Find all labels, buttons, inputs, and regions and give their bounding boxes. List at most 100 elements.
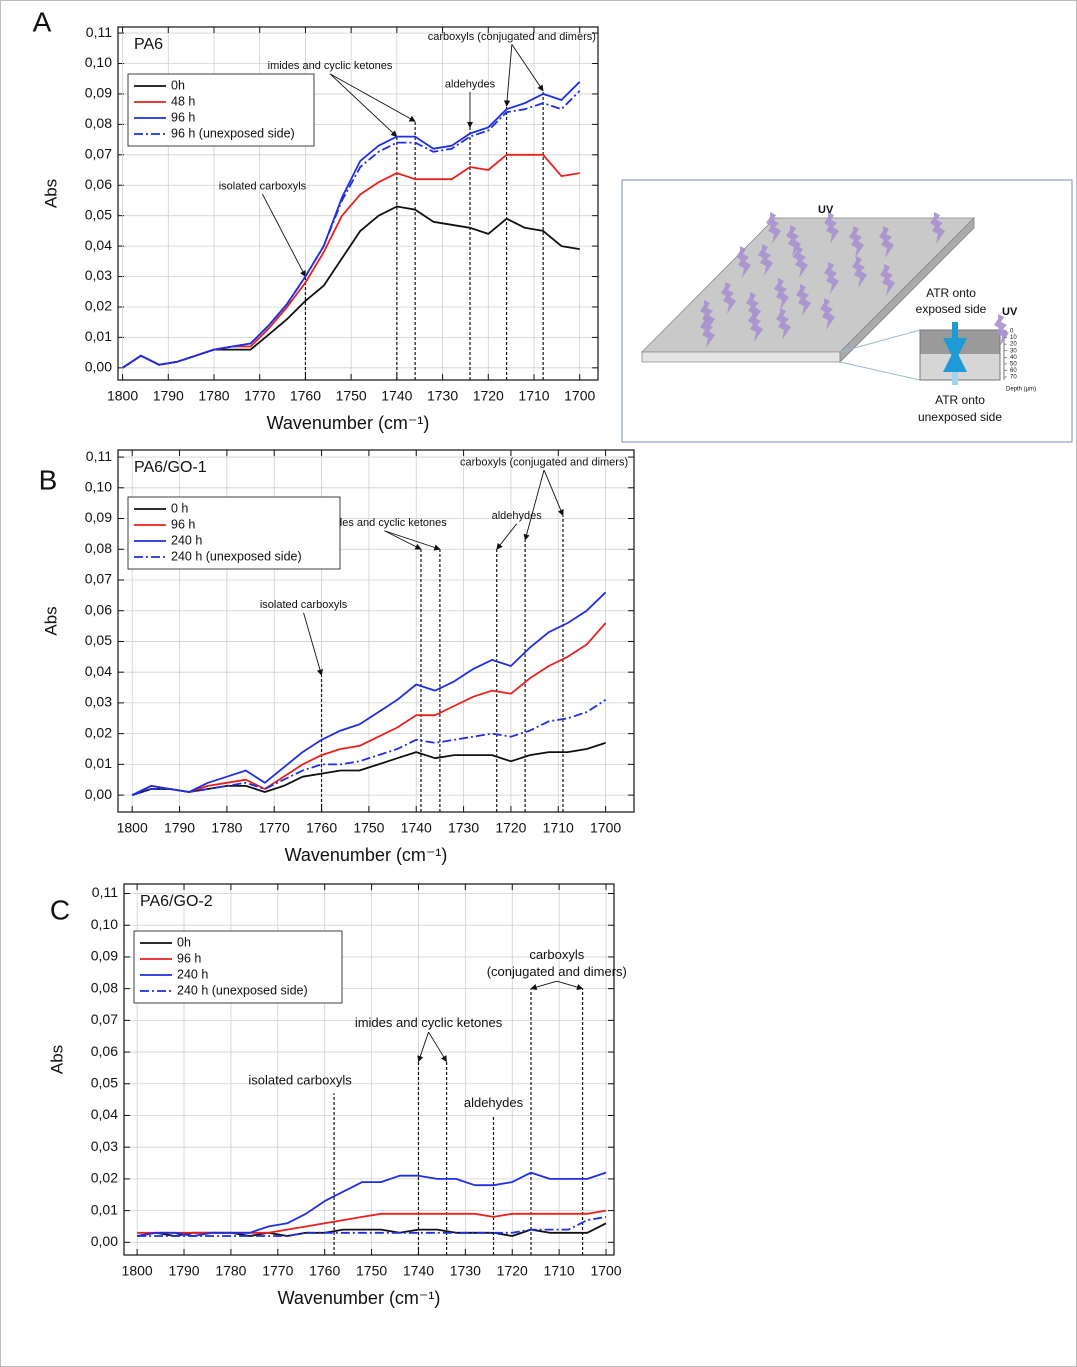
inset-frame (919, 329, 1001, 381)
series-line (131, 591, 607, 796)
uv-bolt (849, 226, 864, 258)
depth-tick-label: 40 (1010, 355, 1017, 361)
y-tick-label: 0,07 (85, 571, 112, 587)
uv-bolt (824, 212, 839, 244)
x-tick-label: 1730 (427, 388, 458, 404)
uv-bolt (748, 310, 763, 342)
annotation-label: imides and cyclic ketones (268, 60, 393, 72)
annotation-label: imides and cyclic ketones (322, 517, 447, 529)
depth-tick-label: 70 (1010, 375, 1017, 381)
annotation-label: carboxyls (conjugated and dimers) (460, 456, 628, 468)
y-tick-label: 0,06 (85, 601, 112, 617)
y-tick-label: 0,03 (85, 694, 112, 710)
y-tick-label: 0,00 (85, 786, 112, 802)
x-tick-label: 1740 (403, 1263, 434, 1279)
uv-bolt (776, 308, 791, 340)
y-tick-label: 0,04 (85, 237, 112, 253)
y-tick-label: 0,05 (91, 1074, 118, 1090)
x-axis-label: Wavenumber (cm⁻¹) (285, 845, 448, 865)
x-tick-label: 1800 (122, 1263, 153, 1279)
x-tick-label: 1790 (164, 820, 195, 836)
series-line (136, 1171, 607, 1237)
x-tick-label: 1790 (168, 1263, 199, 1279)
series-line (137, 1216, 607, 1237)
x-tick-label: 1730 (448, 820, 479, 836)
y-tick-label: 0,08 (91, 979, 118, 995)
uv-bolt (852, 256, 867, 288)
y-axis-label: Abs (41, 179, 60, 208)
diagram: UV UV ATR onto exposed side ATR onto unexpose… (621, 179, 1073, 443)
x-tick-label: 1770 (259, 820, 290, 836)
y-tick-label: 0,07 (91, 1011, 118, 1027)
x-tick-label: 1790 (153, 388, 184, 404)
x-tick-label: 1720 (495, 820, 526, 836)
x-tick-label: 1750 (353, 820, 384, 836)
y-tick-label: 0,10 (85, 479, 112, 495)
uv-bolt (879, 226, 894, 258)
x-tick-label: 1720 (497, 1263, 528, 1279)
panel-label: A (33, 6, 52, 37)
y-tick-label: 0,11 (86, 24, 112, 40)
x-tick-label: 1780 (198, 388, 229, 404)
x-tick-label: 1780 (215, 1263, 246, 1279)
legend-label: 240 h (171, 533, 202, 547)
x-tick-label: 1710 (543, 820, 574, 836)
legend-label: 0 h (171, 501, 188, 515)
annotation-arrow (417, 1031, 429, 1063)
x-tick-label: 1740 (381, 388, 412, 404)
x-tick-label: 1760 (290, 388, 321, 404)
annotation-arrow (556, 980, 584, 991)
legend-label: 96 h (unexposed side) (171, 126, 295, 140)
y-tick-label: 0,00 (91, 1233, 118, 1249)
chart-title: PA6/GO-1 (134, 459, 207, 476)
uv-bolt (766, 212, 781, 244)
y-tick-label: 0,02 (91, 1170, 118, 1186)
x-tick-label: 1770 (262, 1263, 293, 1279)
legend-label: 96 h (171, 517, 195, 531)
y-tick-label: 0,06 (91, 1043, 118, 1059)
exposed-layer (920, 330, 1000, 354)
annotation-label: isolated carboxyls (248, 1073, 352, 1088)
atr-exposed-label: exposed side (916, 302, 987, 316)
y-tick-label: 0,02 (85, 298, 112, 314)
y-tick-label: 0,01 (85, 755, 112, 771)
depth-tick-label: 0 (1010, 329, 1014, 335)
atr-exposed-label: ATR onto (926, 286, 976, 300)
annotation-label: isolated carboxyls (219, 180, 307, 192)
y-tick-label: 0,01 (85, 328, 112, 344)
legend-label: 240 h (unexposed side) (171, 549, 302, 563)
y-axis-label: Abs (41, 606, 60, 635)
series-line (122, 81, 581, 369)
y-tick-label: 0,03 (91, 1138, 118, 1154)
uv-bolt (758, 244, 773, 276)
legend-label: 96 h (177, 951, 201, 965)
x-tick-label: 1710 (518, 388, 549, 404)
bulk-layer (920, 354, 1000, 380)
uv-bolt (796, 284, 811, 316)
uv-label: UV (1002, 306, 1018, 318)
depth-label: Depth (μm) (1006, 387, 1036, 393)
plot-frame (117, 449, 635, 813)
y-tick-label: 0,01 (91, 1201, 118, 1217)
annotation-arrow (543, 469, 564, 517)
y-axis-label: Abs (47, 1045, 66, 1074)
x-tick-label: 1710 (544, 1263, 575, 1279)
x-tick-label: 1770 (244, 388, 275, 404)
legend-label: 240 h (177, 967, 208, 981)
annotation-label: carboxyls (529, 947, 584, 962)
annotation-arrow (329, 73, 416, 122)
y-tick-label: 0,08 (85, 540, 112, 556)
annotation-arrow (262, 193, 306, 278)
y-tick-label: 0,09 (91, 948, 118, 964)
annotation-arrow (496, 523, 518, 550)
plot-frame (123, 883, 615, 1256)
x-tick-label: 1730 (450, 1263, 481, 1279)
x-tick-label: 1700 (564, 388, 595, 404)
depth-tick-label: 20 (1010, 342, 1017, 348)
legend-label: 0h (171, 78, 185, 92)
depth-tick-label: 50 (1010, 361, 1017, 367)
annotation-arrow (303, 612, 324, 676)
depth-tick-label: 60 (1010, 368, 1017, 374)
x-tick-label: 1720 (473, 388, 504, 404)
